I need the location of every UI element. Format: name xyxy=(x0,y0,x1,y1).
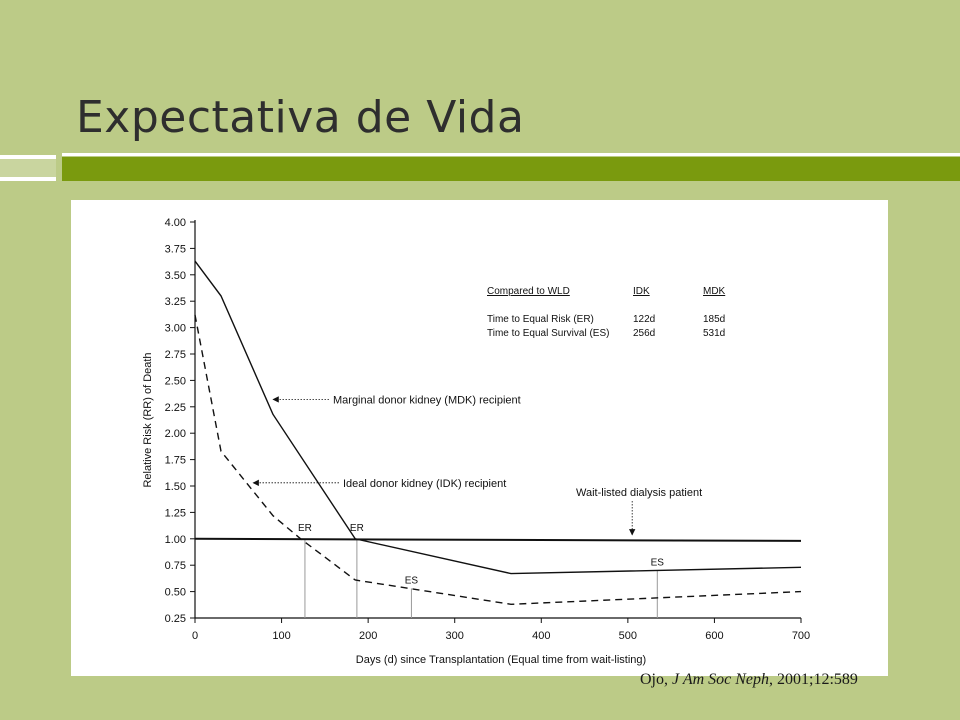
y-tick-label: 2.00 xyxy=(165,428,186,440)
table-cell: 122d xyxy=(633,314,655,325)
x-tick-label: 200 xyxy=(359,630,377,642)
citation-journal: J Am Soc Neph xyxy=(672,671,770,688)
x-tick-label: 300 xyxy=(446,630,464,642)
annotation-idk: Ideal donor kidney (IDK) recipient xyxy=(343,478,506,490)
citation-details: , 2001;12:589 xyxy=(769,671,858,688)
table-cell: Time to Equal Survival (ES) xyxy=(487,328,609,339)
table-header: MDK xyxy=(703,286,726,297)
table-cell: 185d xyxy=(703,314,725,325)
y-tick-label: 3.75 xyxy=(165,243,186,255)
y-tick-label: 2.25 xyxy=(165,402,186,414)
citation: Ojo, J Am Soc Neph, 2001;12:589 xyxy=(640,671,858,689)
table-header: IDK xyxy=(633,286,650,297)
y-tick-label: 1.25 xyxy=(165,507,186,519)
y-tick-label: 2.50 xyxy=(165,375,186,387)
title-rule-bar xyxy=(62,157,960,181)
marker-label: ER xyxy=(350,523,364,534)
x-tick-label: 400 xyxy=(532,630,550,642)
y-tick-label: 4.00 xyxy=(165,217,186,229)
marker-label: ES xyxy=(651,557,665,568)
annotation-wld: Wait-listed dialysis patient xyxy=(576,487,702,499)
x-tick-label: 600 xyxy=(705,630,723,642)
marker-label: ES xyxy=(405,575,419,586)
table-cell: Time to Equal Risk (ER) xyxy=(487,314,594,325)
idk-series-line xyxy=(194,314,802,606)
title-rule-left xyxy=(0,155,56,181)
y-tick-label: 3.00 xyxy=(165,323,186,335)
y-tick-label: 3.50 xyxy=(165,270,186,282)
x-tick-label: 100 xyxy=(272,630,290,642)
y-tick-label: 1.50 xyxy=(165,481,186,493)
y-tick-label: 0.25 xyxy=(165,613,186,625)
x-tick-label: 0 xyxy=(192,630,198,642)
citation-authors: Ojo, xyxy=(640,671,672,688)
y-tick-label: 2.75 xyxy=(165,349,186,361)
y-tick-label: 1.75 xyxy=(165,455,186,467)
x-tick-label: 500 xyxy=(619,630,637,642)
y-tick-label: 0.50 xyxy=(165,587,186,599)
y-tick-label: 1.00 xyxy=(165,534,186,546)
risk-chart: 0.25 0.50 0.75 1.00 1.25 1.50 1.75 2.00 2.25 2.50… xyxy=(142,217,810,666)
marker-label: ER xyxy=(298,523,312,534)
table-cell: 256d xyxy=(633,328,655,339)
slide-title: Expectativa de Vida xyxy=(76,92,525,143)
y-tick-label: 3.25 xyxy=(165,296,186,308)
x-tick-label: 700 xyxy=(792,630,810,642)
table-cell: 531d xyxy=(703,328,725,339)
table-header: Compared to WLD xyxy=(487,286,570,297)
mdk-series-line xyxy=(194,260,802,575)
wld-series-line xyxy=(194,537,802,542)
annotation-mdk: Marginal donor kidney (MDK) recipient xyxy=(333,394,521,406)
x-axis-label: Days (d) since Transplantation (Equal ti… xyxy=(356,654,646,666)
y-tick-label: 0.75 xyxy=(165,560,186,572)
chart-frame: 0.25 0.50 0.75 1.00 1.25 1.50 1.75 2.00 2.25 2.50… xyxy=(71,200,888,676)
y-axis-label: Relative Risk (RR) of Death xyxy=(142,352,154,487)
title-rule-line xyxy=(62,153,960,156)
